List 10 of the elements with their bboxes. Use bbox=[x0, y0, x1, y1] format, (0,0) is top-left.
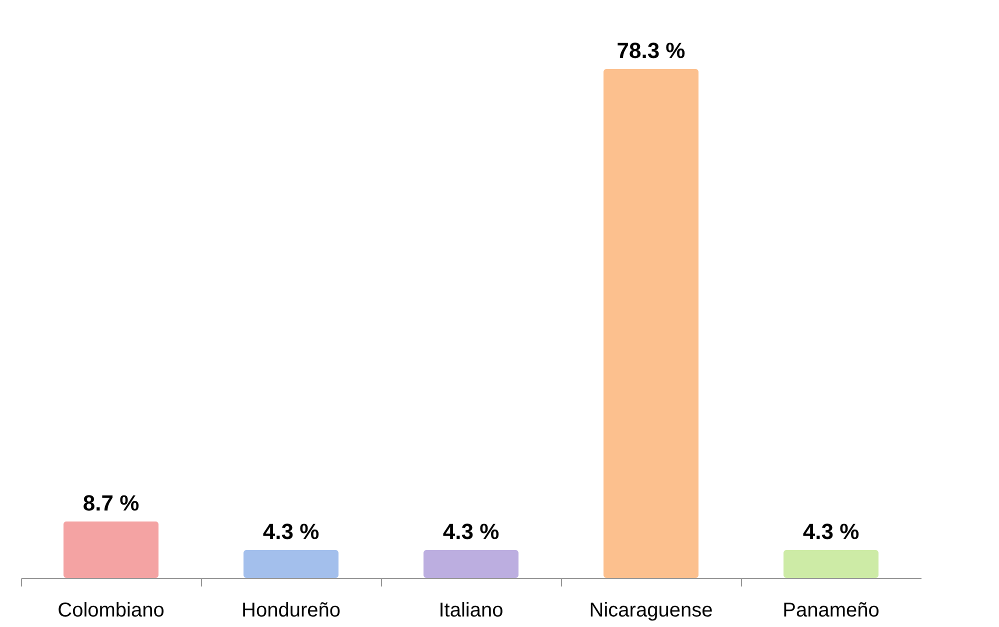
data-label: 8.7 % bbox=[82, 490, 140, 516]
x-tick-label: Colombiano bbox=[58, 600, 164, 622]
x-tick-label: Italiano bbox=[438, 600, 504, 622]
data-label: 4.3 % bbox=[262, 519, 320, 544]
x-tick-label: Nicaraguense bbox=[589, 600, 713, 622]
data-label: 4.3 % bbox=[802, 519, 860, 544]
x-tick-label: Hondureño bbox=[242, 600, 340, 622]
data-label: 4.3 % bbox=[442, 519, 500, 544]
x-tick-label: Panameño bbox=[782, 600, 880, 622]
data-label: 78.3 % bbox=[616, 38, 686, 64]
